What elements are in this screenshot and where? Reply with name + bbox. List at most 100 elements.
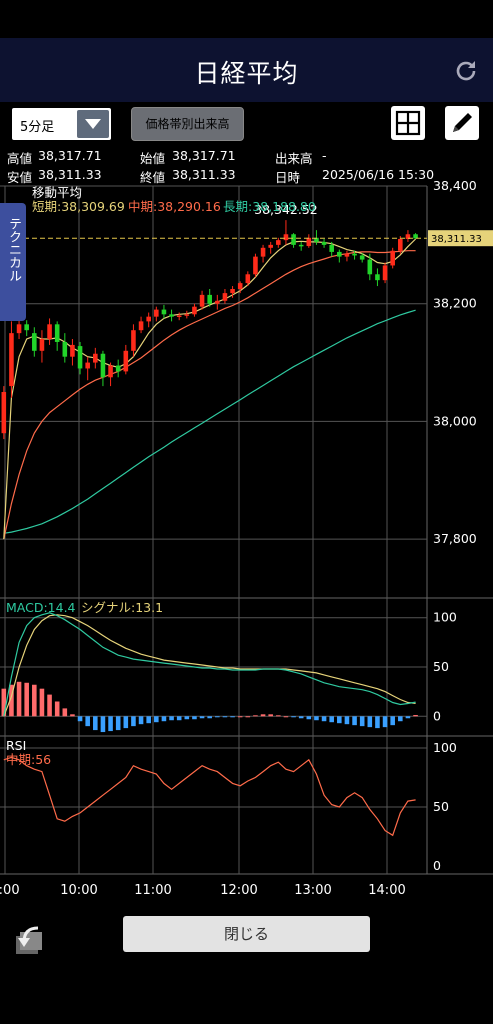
current-price-label: 38,311.33	[431, 234, 482, 245]
macd-histogram-bar	[176, 716, 182, 721]
legend-entry: 長期:38,188.80	[223, 199, 316, 214]
candle	[138, 321, 144, 331]
macd-histogram-bar	[344, 716, 350, 725]
candle	[337, 251, 342, 257]
grid-layout-button[interactable]	[391, 106, 425, 140]
candle	[47, 324, 52, 340]
volume-by-price-button[interactable]: 価格帯別出来高	[131, 107, 244, 141]
candle	[54, 324, 60, 342]
candle	[62, 341, 68, 357]
macd-histogram-bar	[161, 716, 167, 722]
period-label: 5分足	[20, 120, 55, 135]
datetime-value: 2025/06/16 15:30	[322, 167, 435, 182]
back-arrow-icon[interactable]	[10, 920, 48, 956]
macd-histogram-bar	[62, 708, 68, 717]
y-tick-label: 100	[433, 610, 457, 625]
macd-histogram-bar	[184, 716, 190, 720]
candle	[405, 234, 411, 239]
candle	[199, 294, 205, 307]
candle	[329, 244, 334, 252]
app-header: 日経平均	[0, 38, 493, 102]
candle	[237, 283, 243, 289]
macd-histogram-bar	[146, 716, 151, 724]
period-select[interactable]: 5分足	[12, 108, 111, 140]
rsi-line	[3, 756, 416, 837]
legend-entry: 中期:38,290.16	[128, 199, 221, 214]
macd-histogram-bar	[276, 715, 281, 717]
candle	[398, 238, 403, 251]
macd-histogram-bar	[382, 716, 388, 728]
macd-histogram-bar	[100, 716, 106, 733]
macd-histogram-bar	[359, 716, 365, 727]
candle	[413, 234, 418, 239]
candle	[321, 241, 327, 245]
chevron-down-icon	[85, 119, 101, 129]
macd-histogram-bar	[9, 684, 14, 717]
candle	[352, 253, 357, 256]
macd-histogram-bar	[1, 688, 7, 717]
candle	[9, 333, 14, 387]
candle	[131, 330, 136, 351]
draw-button[interactable]	[445, 106, 479, 140]
candle	[123, 350, 129, 372]
refresh-icon[interactable]	[453, 58, 479, 84]
pen-icon	[453, 113, 472, 132]
candle	[100, 353, 106, 378]
close-button[interactable]: 閉じる	[123, 916, 370, 952]
ma-title: 移動平均	[32, 185, 82, 200]
macd-signal-line	[3, 614, 416, 717]
macd-histogram-bar	[268, 714, 273, 717]
x-tick-label: 10:00	[60, 883, 97, 898]
macd-histogram-bar	[291, 716, 296, 718]
candle	[93, 353, 98, 363]
y-tick-label: 37,800	[433, 531, 477, 546]
macd-histogram-bar	[222, 716, 228, 718]
status-bar	[0, 0, 493, 38]
macd-label: MACD:14.4	[6, 600, 76, 615]
macd-histogram-bar	[390, 716, 395, 726]
price-chart[interactable]: 9:00 10:00 11:00 12:00 13:00 14:00 37,800 38,00…	[0, 180, 493, 908]
macd-histogram-bar	[131, 716, 136, 727]
macd-histogram-bar	[245, 716, 251, 718]
macd-histogram-bar	[337, 716, 342, 724]
candle	[306, 237, 312, 247]
macd-histogram-bar	[123, 716, 129, 729]
datetime-label: 日時	[275, 170, 301, 185]
close-value: 38,311.33	[172, 167, 236, 182]
macd-histogram-bar	[306, 716, 312, 720]
y-tick-label: 0	[433, 858, 441, 873]
footer: 閉じる	[0, 908, 493, 1024]
macd-histogram-bar	[70, 714, 75, 717]
candle	[314, 237, 319, 242]
x-tick-label: 13:00	[294, 883, 331, 898]
page-title: 日経平均	[194, 59, 299, 88]
period-dropdown-button[interactable]	[77, 110, 109, 138]
candle	[367, 259, 373, 275]
candle	[154, 309, 159, 317]
candle	[184, 314, 190, 316]
candle	[230, 289, 235, 294]
candle	[176, 315, 182, 317]
candle	[115, 365, 121, 372]
y-tick-label: 38,200	[433, 296, 477, 311]
candle	[344, 253, 350, 257]
candle	[108, 365, 113, 378]
macd-histogram-bar	[77, 716, 83, 722]
chart-screen: 5分足 価格帯別出来高 高値 38,317.71 始値 38,317.71 出来…	[0, 102, 493, 908]
macd-histogram-bar	[54, 701, 60, 717]
technical-tab[interactable]: テクニカル	[0, 203, 26, 321]
macd-histogram-bar	[260, 714, 266, 717]
candle	[146, 316, 151, 322]
x-tick-label: 9:00	[0, 883, 20, 898]
candle	[70, 344, 75, 357]
rsi-label: RSI	[6, 738, 26, 753]
macd-histogram-bar	[16, 681, 22, 717]
macd-histogram-bar	[413, 715, 418, 717]
macd-histogram-bar	[367, 716, 373, 728]
candle	[283, 234, 289, 241]
macd-histogram-bar	[237, 716, 243, 718]
y-tick-label: 100	[433, 740, 457, 755]
high-label: 高値	[7, 151, 33, 166]
macd-histogram-bar	[47, 694, 52, 717]
open-value: 38,317.71	[172, 148, 236, 163]
